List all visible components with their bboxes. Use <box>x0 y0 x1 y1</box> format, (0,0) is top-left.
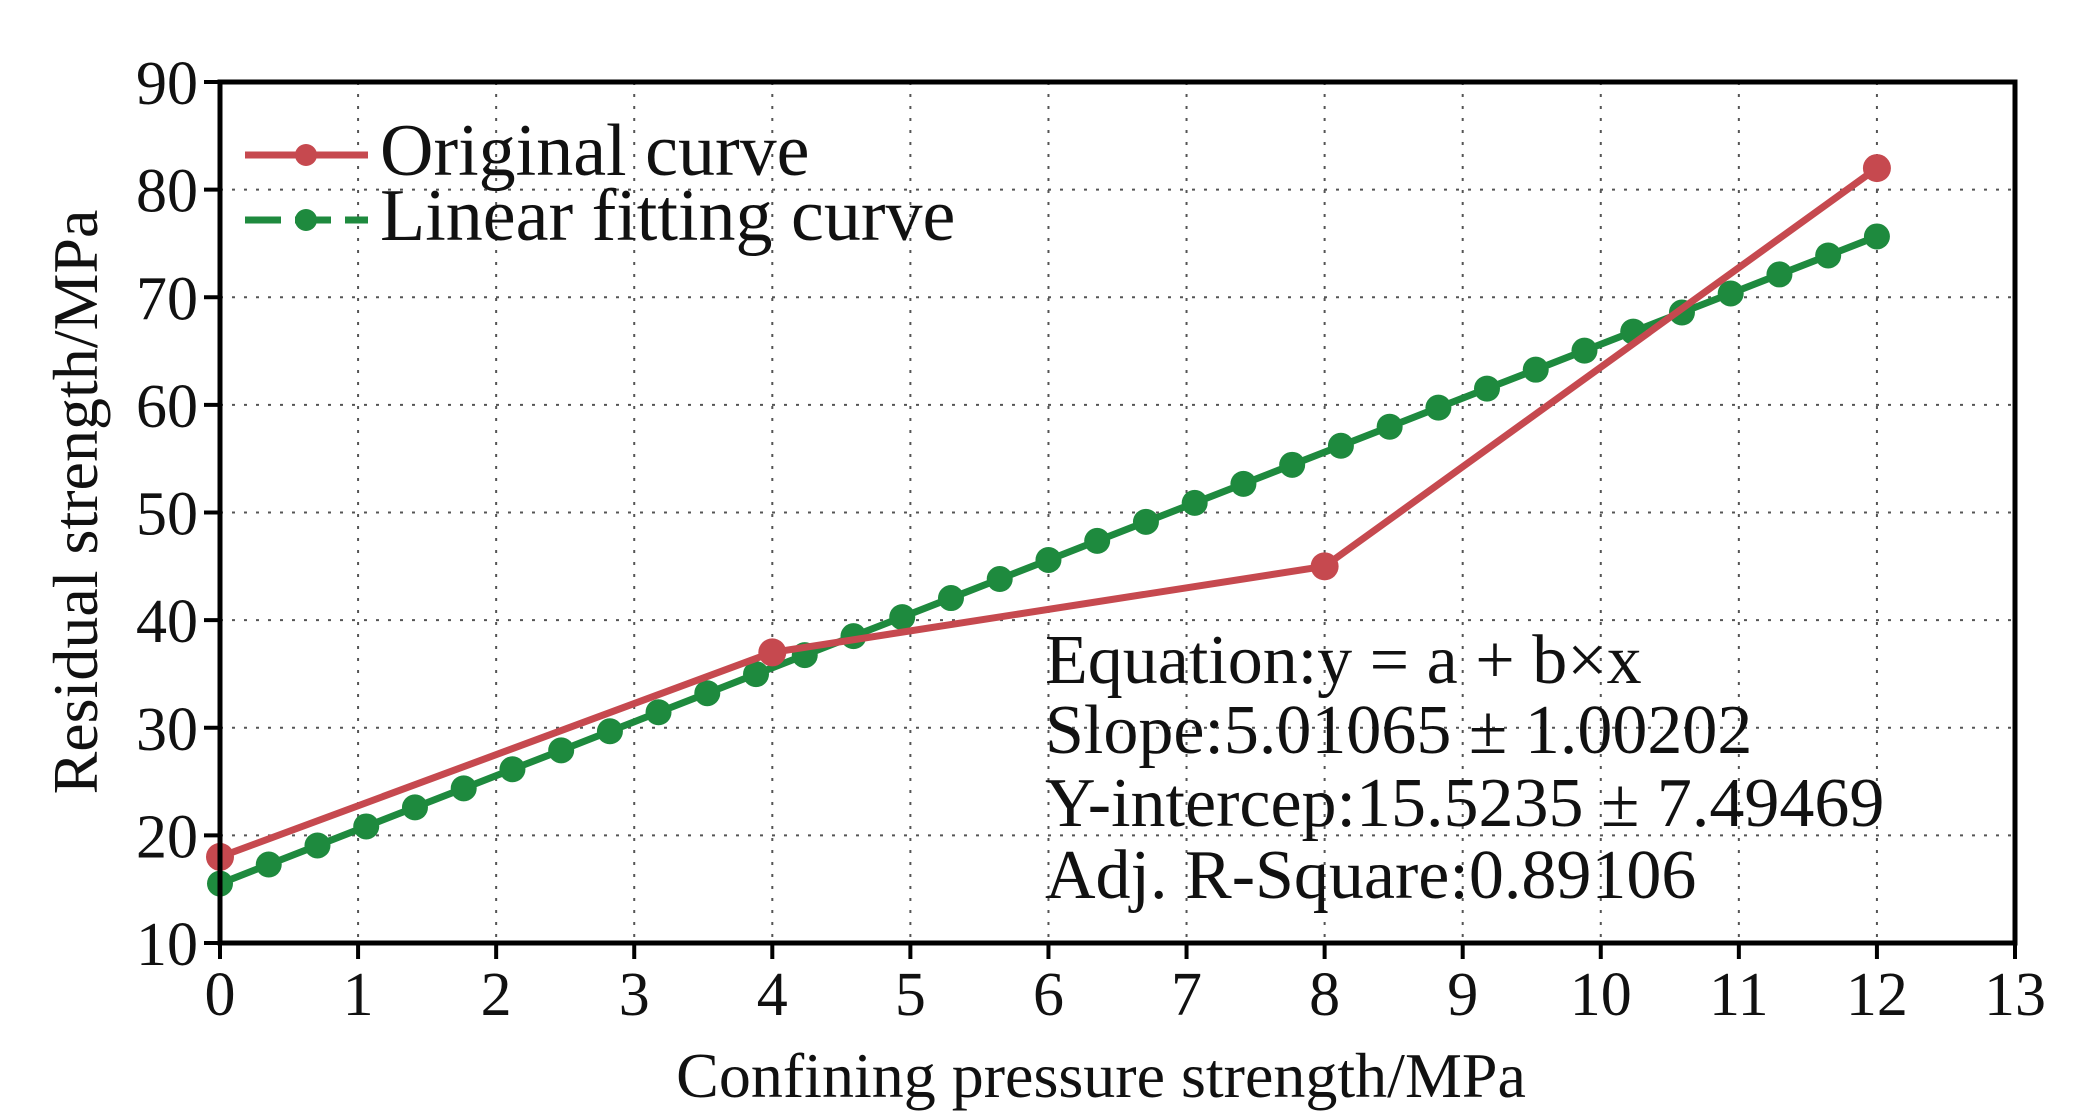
x-tick-label: 3 <box>619 961 650 1029</box>
x-tick-label: 1 <box>343 961 374 1029</box>
linear-fit-curve-point <box>1279 451 1306 478</box>
linear-fit-curve-point <box>889 604 916 631</box>
y-tick-label: 30 <box>136 696 198 764</box>
x-tick-label: 7 <box>1171 961 1202 1029</box>
fit-statistics: Equation:y = a + b×x Slope:5.01065 ± 1.0… <box>1045 622 1884 914</box>
y-tick-label: 60 <box>136 373 198 441</box>
series-layer <box>206 154 1891 897</box>
linear-fit-curve-point <box>986 566 1013 593</box>
y-tick-label: 10 <box>136 911 198 979</box>
linear-fit-curve-point <box>401 794 428 821</box>
linear-fit-curve-point <box>1766 261 1793 288</box>
x-tick-label: 9 <box>1447 961 1478 1029</box>
legend-item-original: Original curve <box>245 110 809 192</box>
r-square-label: Adj. R-Square:0.89106 <box>1045 837 1696 914</box>
linear-fit-curve-point <box>499 756 526 783</box>
linear-fit-curve-point <box>255 851 282 878</box>
x-tick-label: 6 <box>1033 961 1064 1029</box>
linear-fit-curve-point <box>743 661 770 688</box>
linear-fit-curve-point <box>1132 508 1159 535</box>
original-curve-line <box>218 165 1879 861</box>
linear-fit-curve-point <box>1230 470 1257 497</box>
linear-fit-curve-point <box>694 680 721 707</box>
linear-fit-curve-point <box>304 832 331 859</box>
linear-fit-curve-point <box>1327 432 1354 459</box>
legend-item-linear: Linear fitting curve <box>245 175 955 257</box>
legend: Original curve Linear fitting curve <box>245 110 955 257</box>
linear-fit-curve-point <box>1035 546 1062 573</box>
linear-fit-curve-point <box>1181 489 1208 516</box>
y-tick-label: 20 <box>136 803 198 871</box>
linear-fit-curve-point <box>1376 413 1403 440</box>
x-tick-label: 11 <box>1709 961 1769 1029</box>
original-curve-point <box>1310 552 1339 581</box>
x-tick-label: 0 <box>205 961 236 1029</box>
linear-fit-curve-point <box>1473 375 1500 402</box>
y-tick-label: 70 <box>136 265 198 333</box>
linear-fit-curve-point <box>1084 527 1111 554</box>
linear-fit-curve-point <box>1571 337 1598 364</box>
slope-label: Slope:5.01065 ± 1.00202 <box>1045 692 1752 769</box>
linear-fit-curve-point <box>548 737 575 764</box>
x-tick-label: 12 <box>1846 961 1908 1029</box>
linear-fit-curve-point <box>1425 394 1452 421</box>
linear-fit-curve-point <box>353 813 380 840</box>
linear-fit-curve-point <box>596 718 623 745</box>
legend-marker-original <box>295 144 317 166</box>
y-tick-label: 40 <box>136 588 198 656</box>
legend-label-original: Original curve <box>380 110 809 192</box>
y-axis-title: Residual strength/MPa <box>40 210 111 795</box>
linear-fit-curve-point <box>645 699 672 726</box>
x-tick-label: 8 <box>1309 961 1340 1029</box>
linear-fit-curve-point <box>450 775 477 802</box>
linear-fit-curve-point <box>937 585 964 612</box>
x-tick-label: 5 <box>895 961 926 1029</box>
y-intercept-label: Y-intercep:15.5235 ± 7.49469 <box>1045 765 1884 842</box>
equation-label: Equation:y = a + b×x <box>1045 622 1642 699</box>
linear-fit-curve-point <box>1863 223 1890 250</box>
original-curve-point <box>1862 154 1891 183</box>
linear-fit-curve-point <box>1522 356 1549 383</box>
y-tick-label: 90 <box>136 50 198 118</box>
linear-fit-curve-point <box>1815 242 1842 269</box>
y-tick-label: 80 <box>136 158 198 226</box>
legend-marker-linear <box>295 209 317 231</box>
linear-fit-curve-point <box>1717 280 1744 307</box>
x-tick-label: 4 <box>757 961 788 1029</box>
x-axis-title: Confining pressure strength/MPa <box>676 1040 1526 1111</box>
legend-label-linear: Linear fitting curve <box>380 175 955 257</box>
y-tick-label: 50 <box>136 481 198 549</box>
x-tick-label: 2 <box>481 961 512 1029</box>
x-tick-label: 10 <box>1570 961 1632 1029</box>
x-tick-label: 13 <box>1984 961 2046 1029</box>
original-curve-point <box>758 638 787 667</box>
